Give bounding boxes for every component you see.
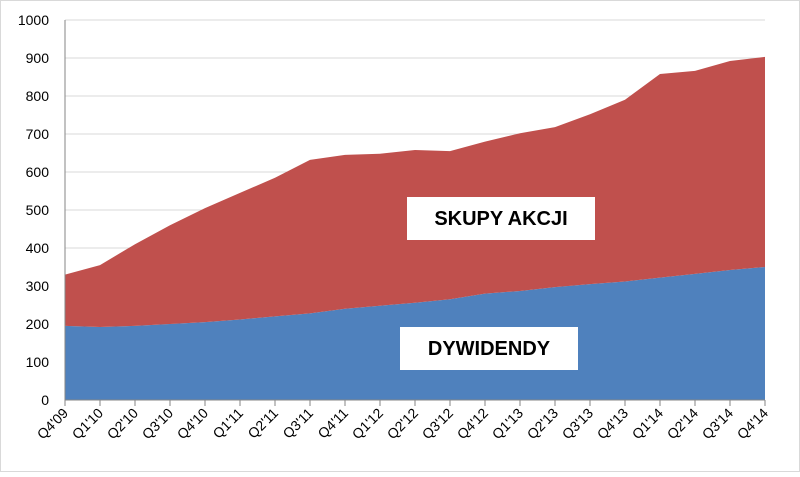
area	[65, 56, 765, 328]
y-tick-label: 800	[26, 88, 50, 104]
y-tick-label: 300	[26, 278, 50, 294]
series-label: DYWIDENDY	[428, 338, 551, 360]
series-label-box	[407, 197, 595, 240]
y-tick-label: 200	[26, 316, 50, 332]
y-tick-label: 400	[26, 240, 50, 256]
y-tick-label: 700	[26, 126, 50, 142]
y-tick-label: 600	[26, 164, 50, 180]
y-tick-label: 0	[41, 392, 49, 408]
y-tick-label: 100	[26, 354, 50, 370]
y-tick-label: 1000	[18, 12, 49, 28]
series-label-box	[400, 327, 578, 370]
y-tick-label: 900	[26, 50, 50, 66]
y-tick-label: 500	[26, 202, 50, 218]
series-label: SKUPY AKCJI	[434, 208, 567, 230]
